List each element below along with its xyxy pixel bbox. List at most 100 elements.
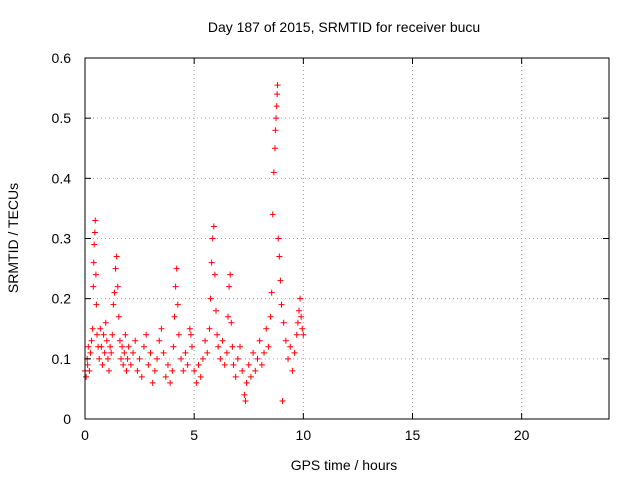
data-point [127,361,134,368]
data-point [145,361,152,368]
data-point [149,379,156,386]
data-point [267,313,274,320]
data-point [108,349,115,356]
data-point [101,349,108,356]
data-point [271,145,278,152]
data-point [191,367,198,374]
data-point [298,313,305,320]
grid-lines [85,58,609,419]
x-tick-label: 0 [81,427,89,443]
data-point [202,337,209,344]
data-point [223,349,230,356]
data-point [102,319,109,326]
data-point [227,271,234,278]
data-point [151,367,158,374]
data-point [104,355,111,362]
data-point [138,373,145,380]
data-point [122,331,129,338]
x-tick-label: 10 [296,427,312,443]
data-point [121,349,128,356]
data-point [294,319,301,326]
data-point [130,349,137,356]
data-point [182,349,189,356]
data-point [195,361,202,368]
data-point [109,331,116,338]
data-point [230,361,237,368]
data-point [199,355,206,362]
data-point [116,337,123,344]
data-point [87,349,94,356]
data-point [175,331,182,338]
y-tick-label: 0.3 [52,231,72,247]
data-point [187,331,194,338]
data-point [268,289,275,296]
data-point [278,301,285,308]
data-point [91,229,98,236]
data-point [112,265,119,272]
data-point [214,331,221,338]
data-point [299,325,306,332]
data-point [252,367,259,374]
data-point [134,367,141,374]
y-tick-label: 0.6 [52,50,72,66]
data-point [273,115,280,122]
data-point [215,343,222,350]
data-point [270,169,277,176]
data-point [242,397,249,404]
data-point [245,361,252,368]
data-point [232,373,239,380]
data-point [115,313,122,320]
data-point [136,355,143,362]
data-point [178,355,185,362]
data-point [263,325,270,332]
data-point [229,343,236,350]
data-point [206,325,213,332]
y-axis-label: SRMTID / TECUs [5,183,21,293]
data-point [118,355,125,362]
data-point [211,271,218,278]
data-point [291,349,298,356]
chart-title: Day 187 of 2015, SRMTID for receiver buc… [208,19,480,35]
data-point [174,301,181,308]
data-point [269,211,276,218]
y-tick-label: 0 [63,411,71,427]
y-tick-label: 0.1 [52,351,72,367]
data-point [132,337,139,344]
data-points [82,82,307,404]
data-point [110,301,117,308]
data-point [164,361,171,368]
data-point [239,367,246,374]
data-point [275,235,282,242]
y-tick-label: 0.5 [52,110,72,126]
data-point [221,361,228,368]
data-point [209,235,216,242]
x-tick-label: 15 [405,427,421,443]
data-point [184,361,191,368]
data-point [277,277,284,284]
data-point [160,349,167,356]
data-point [85,343,92,350]
data-point [272,127,279,134]
data-point [273,103,280,110]
x-tick-label: 20 [514,427,530,443]
data-point [247,373,254,380]
data-point [274,91,281,98]
y-tick-label: 0.2 [52,291,72,307]
data-point [147,349,154,356]
data-point [88,337,95,344]
data-point [170,343,177,350]
data-point [226,283,233,290]
data-point [99,361,106,368]
data-point [265,343,272,350]
data-point [188,343,195,350]
data-point [91,241,98,248]
data-point [219,337,226,344]
data-point [172,283,179,290]
data-point [120,361,127,368]
y-axis-ticks: 0 0.1 0.2 0.3 0.4 0.5 0.6 [52,50,609,427]
data-point [156,337,163,344]
x-axis-ticks: 0 5 10 15 20 [81,58,530,443]
x-axis-label: GPS time / hours [291,457,398,473]
data-point [169,367,176,374]
